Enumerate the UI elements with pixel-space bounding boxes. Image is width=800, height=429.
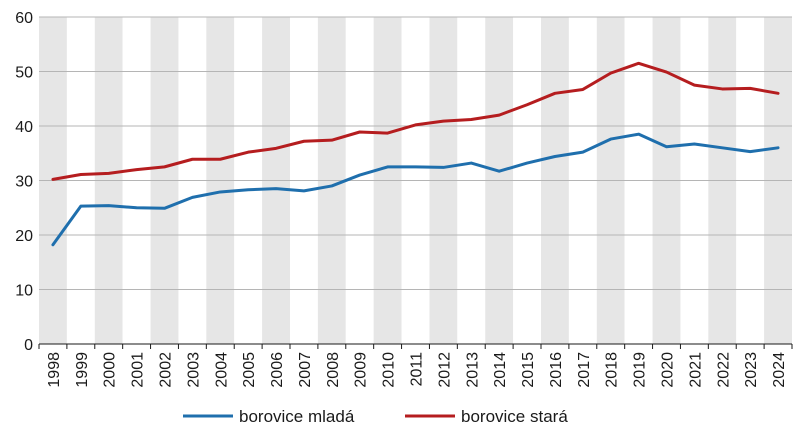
series-lines <box>51 61 780 247</box>
x-tick-label-2022: 2022 <box>715 352 732 388</box>
x-tick-label-2013: 2013 <box>464 352 481 388</box>
x-tick-label-1998: 1998 <box>46 352 63 388</box>
x-tick-label-2001: 2001 <box>130 352 147 388</box>
legend: borovice mladá borovice stará <box>183 407 568 426</box>
x-tick-label-2016: 2016 <box>548 352 565 388</box>
legend-label-2: borovice stará <box>461 407 568 426</box>
x-tick-label-2004: 2004 <box>213 352 230 388</box>
x-tick-label-2011: 2011 <box>409 352 426 387</box>
x-tick-label-2021: 2021 <box>687 352 704 388</box>
series-line-1 <box>51 132 780 247</box>
x-tick-label-2006: 2006 <box>269 352 286 388</box>
y-tick-label-0: 0 <box>24 337 33 354</box>
x-tick-label-2010: 2010 <box>381 352 398 388</box>
y-axis: 0 10 20 30 40 50 60 <box>15 10 33 354</box>
x-tick-label-2019: 2019 <box>632 352 649 388</box>
x-tick-label-2018: 2018 <box>604 352 621 388</box>
y-tick-label-50: 50 <box>15 65 33 82</box>
x-axis: 1998 1999 2000 2001 2002 2003 2004 2005 2006 2007… <box>38 343 793 388</box>
x-tick-label-2015: 2015 <box>520 352 537 388</box>
series-line-2 <box>51 61 780 181</box>
legend-label-1: borovice mladá <box>239 407 355 426</box>
y-tick-label-60: 60 <box>15 10 33 27</box>
x-tick-label-2024: 2024 <box>771 352 788 388</box>
x-tick-label-2012: 2012 <box>436 352 453 388</box>
x-tick-label-2014: 2014 <box>492 352 509 388</box>
x-tick-label-1999: 1999 <box>74 352 91 388</box>
x-tick-label-2017: 2017 <box>576 352 593 388</box>
x-tick-label-2009: 2009 <box>353 352 370 388</box>
x-tick-label-2003: 2003 <box>185 352 202 388</box>
x-tick-label-2020: 2020 <box>660 352 677 388</box>
y-tick-label-10: 10 <box>15 283 33 300</box>
x-tick-label-2008: 2008 <box>325 352 342 388</box>
x-tick-label-2023: 2023 <box>743 352 760 388</box>
y-tick-label-40: 40 <box>15 119 33 136</box>
y-tick-label-20: 20 <box>15 228 33 245</box>
x-tick-label-2005: 2005 <box>241 352 258 388</box>
x-tick-label-2000: 2000 <box>102 352 119 388</box>
horizontal-gridlines <box>39 16 792 290</box>
x-tick-label-2002: 2002 <box>158 352 175 388</box>
y-tick-label-30: 30 <box>15 174 33 191</box>
x-tick-label-2007: 2007 <box>297 352 314 388</box>
